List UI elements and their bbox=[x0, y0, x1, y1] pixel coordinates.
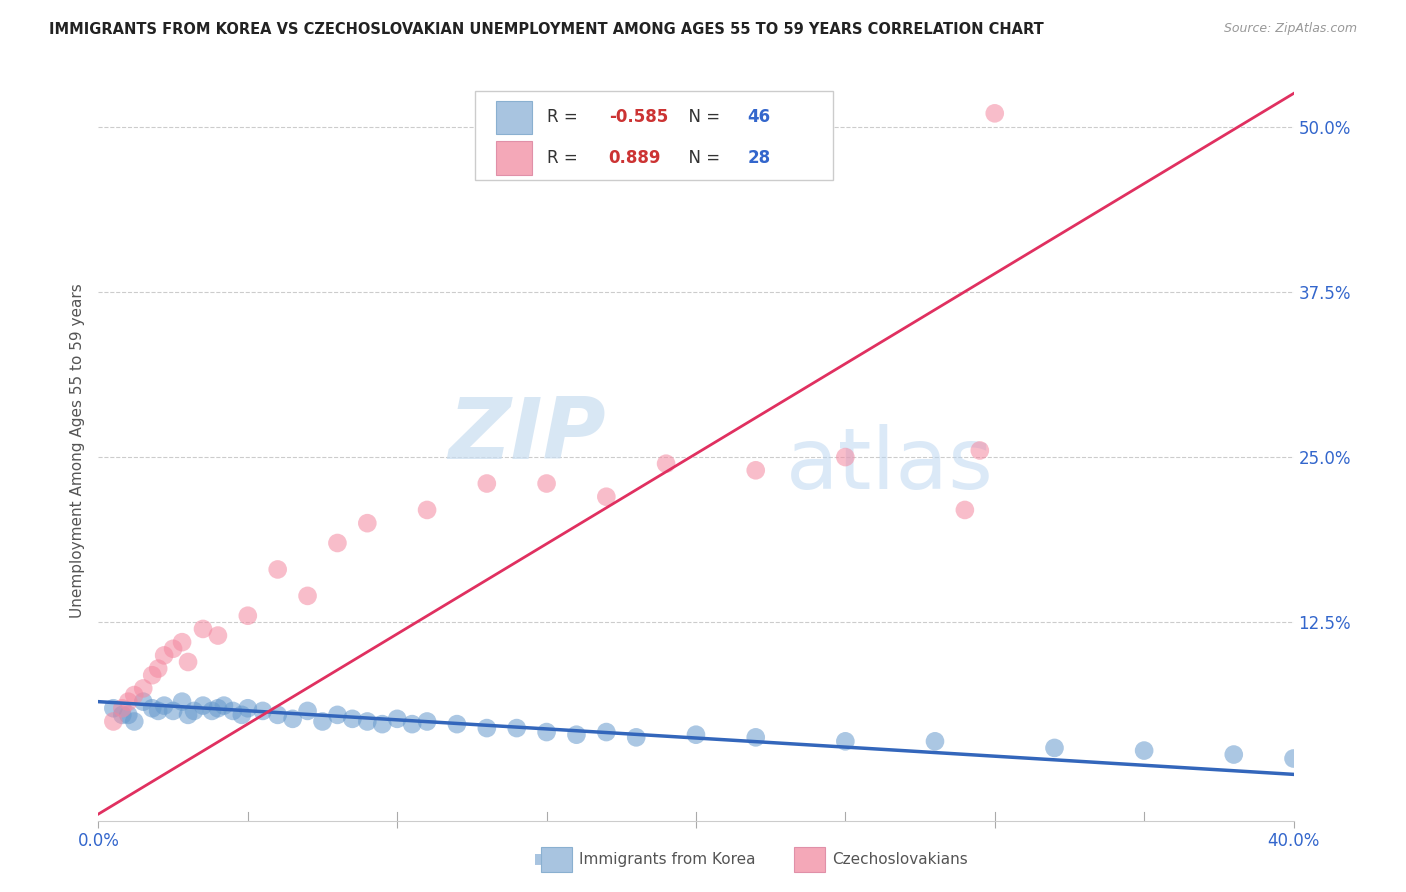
Point bbox=[536, 725, 558, 739]
Point bbox=[191, 622, 214, 636]
Point bbox=[236, 608, 259, 623]
Point bbox=[117, 695, 139, 709]
Point bbox=[141, 668, 163, 682]
Text: 0.889: 0.889 bbox=[609, 149, 661, 167]
Point bbox=[267, 707, 290, 722]
Text: ▪: ▪ bbox=[533, 848, 548, 868]
Point bbox=[342, 712, 364, 726]
Point bbox=[685, 728, 707, 742]
Text: -0.585: -0.585 bbox=[609, 108, 668, 127]
Point bbox=[969, 443, 991, 458]
Point bbox=[222, 704, 245, 718]
Point bbox=[416, 714, 439, 729]
Point bbox=[111, 707, 134, 722]
Point bbox=[132, 681, 155, 696]
Text: 46: 46 bbox=[748, 108, 770, 127]
Point bbox=[953, 503, 976, 517]
Point bbox=[446, 717, 468, 731]
Point bbox=[297, 589, 319, 603]
Point bbox=[162, 641, 184, 656]
Point bbox=[132, 695, 155, 709]
Point bbox=[326, 707, 349, 722]
Point bbox=[506, 721, 529, 735]
Point bbox=[475, 721, 498, 735]
Point bbox=[1133, 743, 1156, 757]
Point bbox=[595, 490, 617, 504]
Point bbox=[191, 698, 214, 713]
Point bbox=[924, 734, 946, 748]
Bar bbox=[475, 91, 834, 180]
Point bbox=[141, 701, 163, 715]
Point bbox=[183, 704, 205, 718]
Point bbox=[1282, 751, 1305, 765]
Point bbox=[624, 731, 647, 745]
Text: N =: N = bbox=[678, 149, 725, 167]
Text: atlas: atlas bbox=[786, 424, 994, 507]
Point bbox=[236, 701, 259, 715]
Point bbox=[103, 701, 125, 715]
Point bbox=[416, 503, 439, 517]
Y-axis label: Unemployment Among Ages 55 to 59 years: Unemployment Among Ages 55 to 59 years bbox=[69, 283, 84, 618]
Point bbox=[371, 717, 394, 731]
Point bbox=[1223, 747, 1246, 762]
Point bbox=[172, 695, 194, 709]
Point bbox=[834, 450, 856, 464]
Point bbox=[385, 712, 409, 726]
Text: Source: ZipAtlas.com: Source: ZipAtlas.com bbox=[1223, 22, 1357, 36]
Text: ZIP: ZIP bbox=[449, 394, 606, 477]
Text: 28: 28 bbox=[748, 149, 770, 167]
Point bbox=[356, 714, 378, 729]
Point bbox=[207, 629, 229, 643]
Point bbox=[231, 707, 253, 722]
Point bbox=[177, 655, 200, 669]
Point bbox=[207, 701, 229, 715]
Point bbox=[595, 725, 617, 739]
Text: Czechoslovakians: Czechoslovakians bbox=[832, 853, 969, 867]
Text: R =: R = bbox=[547, 149, 582, 167]
Point bbox=[1043, 740, 1066, 755]
Point bbox=[745, 463, 768, 477]
Point bbox=[297, 704, 319, 718]
Point bbox=[153, 648, 176, 663]
Text: R =: R = bbox=[547, 108, 582, 127]
Bar bbox=[496, 141, 533, 175]
Point bbox=[172, 635, 194, 649]
Point bbox=[745, 731, 768, 745]
Bar bbox=[496, 101, 533, 134]
Point bbox=[655, 457, 678, 471]
Point bbox=[356, 516, 378, 531]
Point bbox=[111, 701, 134, 715]
Text: N =: N = bbox=[678, 108, 725, 127]
Point bbox=[153, 698, 176, 713]
Point bbox=[536, 476, 558, 491]
Text: Immigrants from Korea: Immigrants from Korea bbox=[579, 853, 756, 867]
Point bbox=[252, 704, 274, 718]
Point bbox=[326, 536, 349, 550]
Point bbox=[162, 704, 184, 718]
Point bbox=[834, 734, 856, 748]
Point bbox=[148, 704, 170, 718]
Point bbox=[201, 704, 224, 718]
Point bbox=[565, 728, 588, 742]
Text: IMMIGRANTS FROM KOREA VS CZECHOSLOVAKIAN UNEMPLOYMENT AMONG AGES 55 TO 59 YEARS : IMMIGRANTS FROM KOREA VS CZECHOSLOVAKIAN… bbox=[49, 22, 1045, 37]
Point bbox=[401, 717, 423, 731]
Point bbox=[212, 698, 235, 713]
Point bbox=[177, 707, 200, 722]
Point bbox=[475, 476, 498, 491]
Point bbox=[124, 688, 146, 702]
Point bbox=[124, 714, 146, 729]
Point bbox=[148, 662, 170, 676]
Point bbox=[103, 714, 125, 729]
Point bbox=[267, 562, 290, 576]
Point bbox=[117, 707, 139, 722]
Point bbox=[983, 106, 1005, 120]
Point bbox=[281, 712, 304, 726]
Point bbox=[311, 714, 333, 729]
